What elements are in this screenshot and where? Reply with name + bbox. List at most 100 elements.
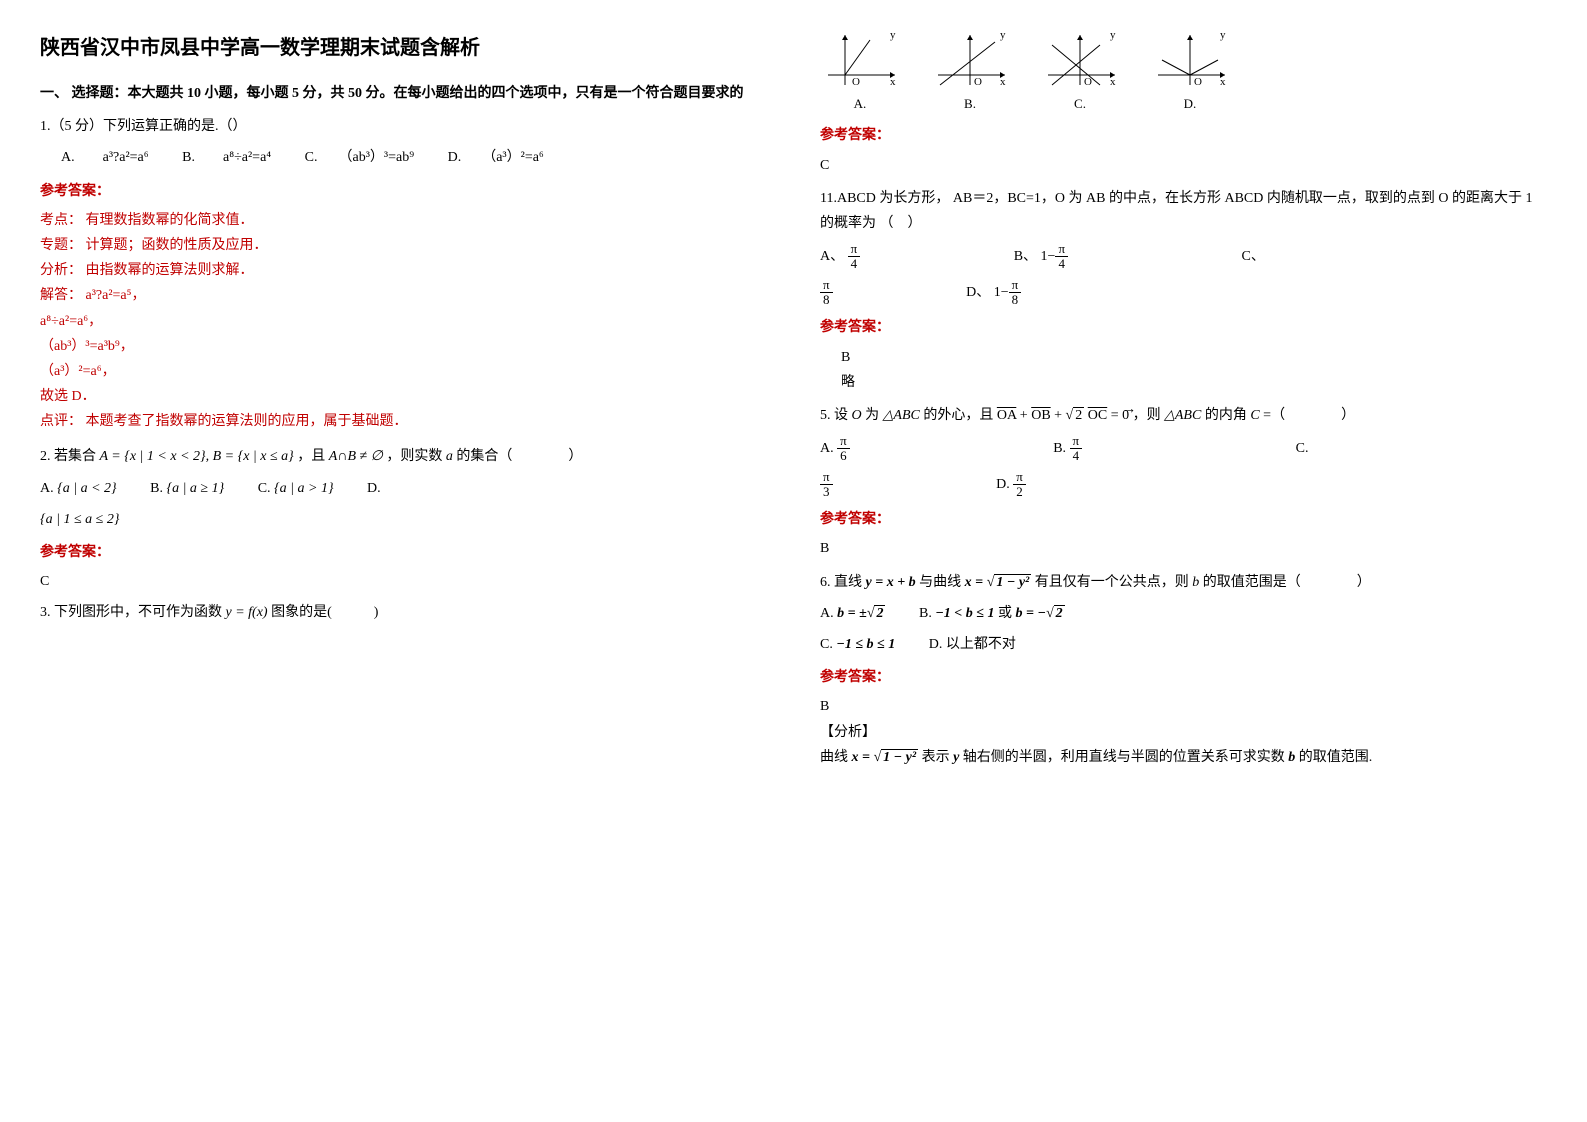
q1-fx-l: 分析： [40,263,82,278]
svg-text:x: x [1000,76,1006,88]
q5-sj: C [1250,408,1263,423]
q2-stem: 2. 若集合 A = {x | 1 < x < 2}, B = {x | x ≤… [40,444,760,469]
q6-b1: B. [919,606,935,621]
q5-f5: 2 [1073,407,1084,423]
q5-ob: B. π4 [1053,434,1082,464]
q3-graph-b: yOx B. [930,30,1010,115]
svg-text:y: y [1220,30,1226,41]
graph-a-svg: yOx [820,30,900,90]
section-1-head: 一、 选择题：本大题共 10 小题，每小题 5 分，共 50 分。在每小题给出的… [40,81,760,106]
q5-opts-1: A. π6 B. π4 C. [820,434,1540,464]
q5-c-num: π [820,470,833,485]
q6-fxa: 曲线 [820,750,848,765]
q6-sb: y = x + b [866,575,920,590]
q5-oc: C. [1296,436,1309,461]
q6-a1: A. [820,606,837,621]
q3-ans-label: 参考答案： [820,123,1540,148]
q1-dp-v: 本题考查了指数幂的运算法则的应用，属于基础题． [86,414,408,429]
q5-od: D. π2 [996,470,1026,500]
q4-ans1: B [841,345,1540,370]
q5-f4: + √ [1051,408,1074,423]
q6-fx: 曲线 x = √1 − y² 表示 y 轴右侧的半圆，利用直线与半圆的位置关系可… [820,745,1540,770]
svg-text:O: O [974,76,982,88]
q2-bl: B. [150,481,163,496]
q5-al: A. [820,441,834,456]
q6-fxd: y [953,750,963,765]
q2-options: A. {a | a < 2} B. {a | a ≥ 1} C. {a | a … [40,476,760,501]
svg-text:x: x [890,76,896,88]
q4-b-den: 4 [1055,257,1068,271]
q6-ans-label: 参考答案： [820,665,1540,690]
q4-stem: 11.ABCD 为长方形， AB＝2，BC=1，O 为 AB 的中点，在长方形 … [820,186,1540,236]
q6-a2: b = ±√ [837,606,874,621]
q6-oa: A. b = ±√2 [820,601,885,626]
q3-sc: 图象的是( ) [271,605,378,620]
q5-sg: ，则 [1133,408,1161,423]
q4-cl: C、 [1242,249,1265,264]
q6-stem: 6. 直线 y = x + b 与曲线 x = √1 − y² 有且仅有一个公共… [820,570,1540,595]
q1-kd-v: 有理数指数幂的化简求值． [86,213,254,228]
q1-options: A. a³?a²=a⁶ B. a⁸÷a²=a⁴ C. （ab³）³=ab⁹ D.… [61,145,760,170]
q6-oc: C. −1 ≤ b ≤ 1 [820,632,895,657]
q5-oc2: π3 [820,470,833,500]
q1-zt-v: 计算题；函数的性质及应用． [86,238,268,253]
q4-bl: B、 [1014,249,1037,264]
q5-d-den: 2 [1013,485,1026,499]
q5-c-den: 3 [820,485,833,499]
q5-sk: =（ ） [1263,408,1355,423]
q6-c1: C. [820,637,836,652]
q2-ob: B. {a | a ≥ 1} [150,476,224,501]
q1-ja-5: 故选 D． [40,384,760,409]
q4-ans2: 略 [841,370,1540,395]
q4-c-num: π [820,278,833,293]
q3-la: A. [854,96,867,111]
q5-se: 的外心，且 [923,408,997,423]
svg-text:x: x [1220,76,1226,88]
q5-stem: 5. 设 O 为 △ABC 的外心，且 OA + OB + √2 OC = 0→… [820,403,1540,428]
q5-sa: 5. 设 [820,408,848,423]
q6-sd: x = √1 − y² [965,574,1032,590]
q6-opts-2: C. −1 ≤ b ≤ 1 D. 以上都不对 [820,632,1540,657]
svg-text:x: x [1110,76,1116,88]
q4-d-num: π [1009,278,1022,293]
q1-zt: 专题： 计算题；函数的性质及应用． [40,233,760,258]
q1-opt-c: C. （ab³）³=ab⁹ [305,145,414,170]
q1-ja-4: （a³）²=a⁶， [40,359,760,384]
q5-a-num: π [837,434,850,449]
q2-c: {a | a > 1} [274,481,334,496]
q1-ans-label: 参考答案： [40,179,760,204]
q1-dp-l: 点评： [40,414,82,429]
q1-fx-v: 由指数幂的运算法则求解． [86,263,254,278]
q5-d-num: π [1013,470,1026,485]
q2-sb: A = {x | 1 < x < 2}, B = {x | x ≤ a} [100,449,294,464]
q2-oa: A. {a | a < 2} [40,476,117,501]
q6-b2: −1 < b ≤ 1 [935,606,994,621]
q5-ans: B [820,536,1540,561]
q2-b: {a | a ≥ 1} [166,481,224,496]
q1-dp: 点评： 本题考查了指数幂的运算法则的应用，属于基础题． [40,409,760,434]
q4-a-num: π [848,242,861,257]
q5-zero: 0→ [1122,408,1129,423]
q1-kd: 考点： 有理数指数幂的化简求值． [40,208,760,233]
graph-b-svg: yOx [930,30,1010,90]
q4-ob: B、 1−π4 [1014,242,1068,272]
q1-opt-b: B. a⁸÷a²=a⁴ [182,145,271,170]
q2-d-line: {a | 1 ≤ a ≤ 2} [40,507,760,532]
q1-opt-d: D. （a³）²=a⁶ [448,145,544,170]
q6-se: 有且仅有一个公共点，则 [1035,575,1189,590]
q3-stem: 3. 下列图形中，不可作为函数 y = f(x) 图象的是( ) [40,600,760,625]
q5-a-den: 6 [837,449,850,463]
q6-b5: 2 [1054,605,1065,621]
q2-sa: 2. 若集合 [40,449,96,464]
q6-fxe: 轴右侧的半圆，利用直线与半圆的位置关系可求实数 [963,750,1285,765]
q4-oa: A、 π4 [820,242,860,272]
q2-sf: a [446,449,457,464]
q6-fxf: b [1288,750,1299,765]
q4-oc2: π8 [820,278,833,308]
q3-ld: D. [1184,96,1197,111]
q6-opts-1: A. b = ±√2 B. −1 < b ≤ 1 或 b = −√2 [820,601,1540,626]
q6-b3: 或 [994,606,1015,621]
q6-sg: 的取值范围是（ ） [1203,575,1371,590]
q6-b4: b = −√ [1015,606,1053,621]
q2-ans-label: 参考答案： [40,540,760,565]
